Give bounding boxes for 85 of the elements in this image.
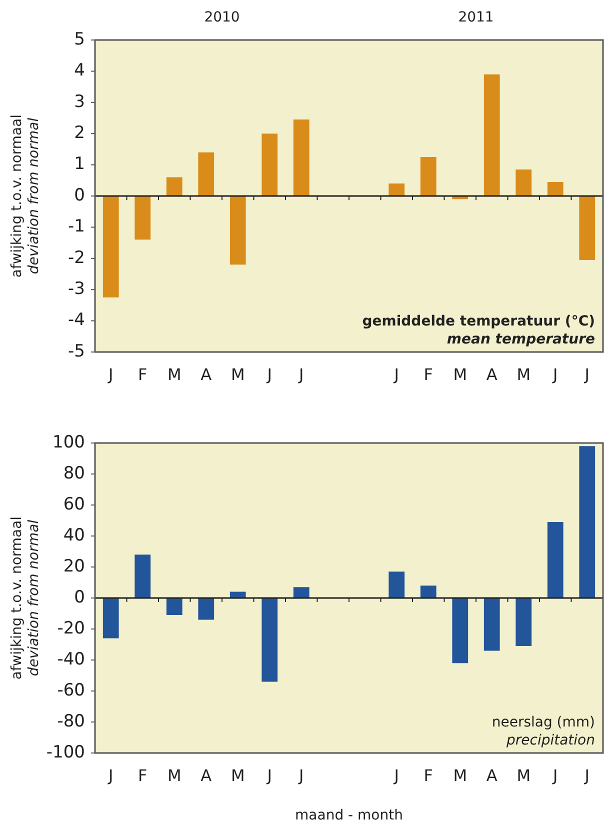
bar <box>516 598 532 646</box>
x-tick-label: J <box>108 364 114 384</box>
y-tick-label: -100 <box>46 742 85 762</box>
text: 2011 <box>458 10 494 26</box>
x-tick-label: M <box>516 364 531 384</box>
y-tick-label: 40 <box>63 525 85 546</box>
y-tick-label: 5 <box>74 29 85 50</box>
bar <box>230 196 246 265</box>
x-tick-label: M <box>453 364 468 384</box>
y-tick-label: -60 <box>57 680 85 700</box>
y-tick-label: -4 <box>68 310 85 330</box>
x-tick-label: J <box>552 364 558 384</box>
x-tick-label: M <box>453 766 468 785</box>
y-tick-label: 3 <box>74 92 85 112</box>
y-tick-label: 80 <box>63 463 85 484</box>
y-axis-title: afwijking t.o.v. normaal deviation from normal <box>9 114 42 278</box>
x-tick-label: J <box>298 364 304 384</box>
bar <box>102 598 119 638</box>
bar <box>420 157 436 196</box>
y-tick-label: 2 <box>74 123 85 144</box>
bar <box>547 522 564 598</box>
x-tick-label: M <box>230 766 245 785</box>
x-tick-label: J <box>552 766 558 785</box>
annotation: precipitation <box>505 732 595 749</box>
bar <box>388 572 405 598</box>
x-tick-label: J <box>266 364 272 384</box>
bar <box>198 152 214 196</box>
y-tick-label: -40 <box>57 649 85 670</box>
x-tick-label: J <box>584 766 590 785</box>
x-tick-label: A <box>486 766 498 785</box>
bar <box>134 196 151 240</box>
y-tick-label: 100 <box>52 432 85 452</box>
bar <box>516 169 532 196</box>
y-tick-label: -20 <box>57 618 85 638</box>
x-tick-label: A <box>200 364 212 384</box>
y-tick-label: -2 <box>68 248 85 268</box>
text: 2010 <box>204 10 240 26</box>
x-tick-label: M <box>167 364 182 384</box>
bar <box>293 120 310 196</box>
x-tick-label: J <box>108 766 114 785</box>
annotation: mean temperature <box>446 332 595 348</box>
annotation: neerslag (mm) <box>492 714 595 731</box>
y-tick-label: 4 <box>74 60 85 81</box>
x-tick-label: A <box>486 364 498 384</box>
bar <box>452 598 468 664</box>
x-tick-label: J <box>393 766 399 785</box>
x-tick-label: F <box>424 364 433 384</box>
bar <box>166 177 182 196</box>
y-tick-label: -3 <box>68 279 85 300</box>
bar <box>102 196 119 298</box>
y-tick-label: 60 <box>63 494 85 514</box>
y-tick-label: 1 <box>74 154 85 174</box>
bar <box>420 586 436 598</box>
bar <box>262 598 278 682</box>
x-tick-label: J <box>266 766 272 785</box>
y-tick-label: -80 <box>57 711 85 732</box>
bar <box>166 598 182 616</box>
x-tick-label: M <box>167 766 182 785</box>
y-tick-label: 20 <box>63 556 85 576</box>
bar <box>198 598 214 620</box>
bar <box>293 587 310 598</box>
annotation: gemiddelde temperatuur (°C) <box>362 314 595 330</box>
x-tick-label: M <box>516 766 531 785</box>
x-tick-label: J <box>393 364 399 384</box>
x-tick-label: J <box>298 766 304 785</box>
bar <box>262 134 278 196</box>
bar <box>388 184 405 196</box>
x-tick-label: F <box>138 364 148 384</box>
x-tick-label: F <box>138 766 148 785</box>
x-axis-title: maand - month <box>295 808 403 824</box>
x-tick-label: A <box>200 766 212 785</box>
y-tick-label: -5 <box>68 341 85 362</box>
x-tick-label: M <box>230 364 245 384</box>
bar <box>484 74 500 196</box>
x-tick-label: J <box>584 364 590 384</box>
bar <box>134 554 151 598</box>
y-tick-label: 0 <box>74 185 85 206</box>
bar <box>547 182 564 196</box>
x-tick-label: F <box>424 766 433 785</box>
y-tick-label: -1 <box>68 216 85 237</box>
bar <box>579 196 596 260</box>
bar <box>579 446 596 598</box>
y-axis-title: afwijking t.o.v. normaal deviation from normal <box>9 516 42 680</box>
y-tick-label: 0 <box>74 587 85 608</box>
bar <box>484 598 500 651</box>
